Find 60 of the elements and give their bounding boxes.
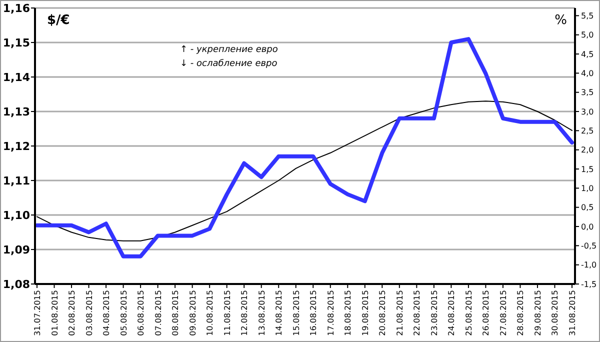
y-tick-label: 1,12 [2, 140, 30, 153]
x-tick-label: 26.08.2015 [482, 290, 491, 336]
x-tick-label: 03.08.2015 [84, 290, 94, 336]
y2-tick-label: -0,5 [581, 241, 597, 250]
x-tick-label: 31.08.2015 [568, 290, 577, 336]
x-tick-label: 27.08.2015 [498, 290, 508, 336]
annotation: ↓ - ослабление евро [180, 59, 278, 69]
x-tick-label: 23.08.2015 [430, 290, 439, 336]
x-tick-label: 08.08.2015 [171, 290, 180, 336]
x-tick-label: 11.08.2015 [222, 290, 232, 336]
x-tick-label: 31.07.2015 [33, 290, 42, 336]
y2-tick-label: 3,5 [581, 88, 594, 98]
y2-tick-label: -1,0 [581, 260, 597, 270]
y-tick-label: 1,11 [2, 174, 30, 188]
y2-tick-label: 2,5 [581, 126, 594, 136]
y2-tick-label: 1,5 [581, 164, 594, 174]
x-tick-label: 12.08.2015 [240, 290, 250, 336]
x-tick-label: 30.08.2015 [550, 290, 560, 336]
y2-tick-label: 2,0 [581, 146, 594, 155]
x-tick-label: 18.08.2015 [344, 290, 353, 336]
y-tick-label: 1,13 [2, 105, 30, 118]
y2-tick-label: 3,0 [581, 107, 594, 116]
y-axis-title: $/€ [47, 13, 70, 28]
x-tick-label: 29.08.2015 [533, 290, 542, 336]
y-tick-label: 1,14 [2, 70, 30, 84]
x-tick-label: 04.08.2015 [102, 290, 112, 336]
x-tick-label: 15.08.2015 [292, 290, 301, 336]
y-tick-label: 1,08 [2, 278, 30, 291]
y2-tick-label: 5,0 [581, 30, 594, 40]
x-tick-label: 21.08.2015 [395, 290, 404, 336]
x-tick-label: 24.08.2015 [447, 290, 456, 336]
y-tick-label: 1,10 [2, 208, 30, 222]
x-tick-label: 13.08.2015 [257, 290, 266, 336]
x-tick-label: 02.08.2015 [68, 290, 77, 336]
x-tick-label: 14.08.2015 [274, 290, 284, 336]
annotation: ↑ - укрепление евро [180, 45, 278, 55]
x-tick-label: 01.08.2015 [50, 290, 60, 336]
y2-tick-label: 5,5 [581, 11, 594, 20]
y-tick-label: 1,09 [2, 243, 30, 256]
x-tick-label: 25.08.2015 [464, 290, 474, 336]
y2-tick-label: 4,5 [581, 50, 594, 59]
y2-axis-title: % [554, 13, 567, 28]
x-tick-label: 09.08.2015 [188, 290, 198, 336]
y2-tick-label: 1,0 [581, 184, 594, 193]
x-tick-label: 20.08.2015 [378, 290, 388, 336]
x-tick-label: 19.08.2015 [360, 290, 370, 336]
x-tick-label: 10.08.2015 [206, 290, 215, 336]
x-tick-label: 28.08.2015 [516, 290, 526, 336]
x-tick-label: 06.08.2015 [136, 290, 146, 336]
y2-tick-label: 4,0 [581, 68, 594, 78]
x-tick-label: 16.08.2015 [309, 290, 318, 336]
y-tick-label: 1,15 [2, 36, 30, 50]
x-tick-label: 07.08.2015 [154, 290, 163, 336]
x-tick-label: 22.08.2015 [412, 290, 422, 336]
x-tick-label: 05.08.2015 [119, 290, 128, 336]
x-tick-label: 17.08.2015 [326, 290, 336, 336]
y2-tick-label: 0,0 [581, 222, 594, 232]
y2-tick-label: 0,5 [581, 203, 594, 212]
y-tick-label: 1,16 [2, 2, 30, 15]
y2-tick-label: -1,5 [581, 280, 597, 289]
